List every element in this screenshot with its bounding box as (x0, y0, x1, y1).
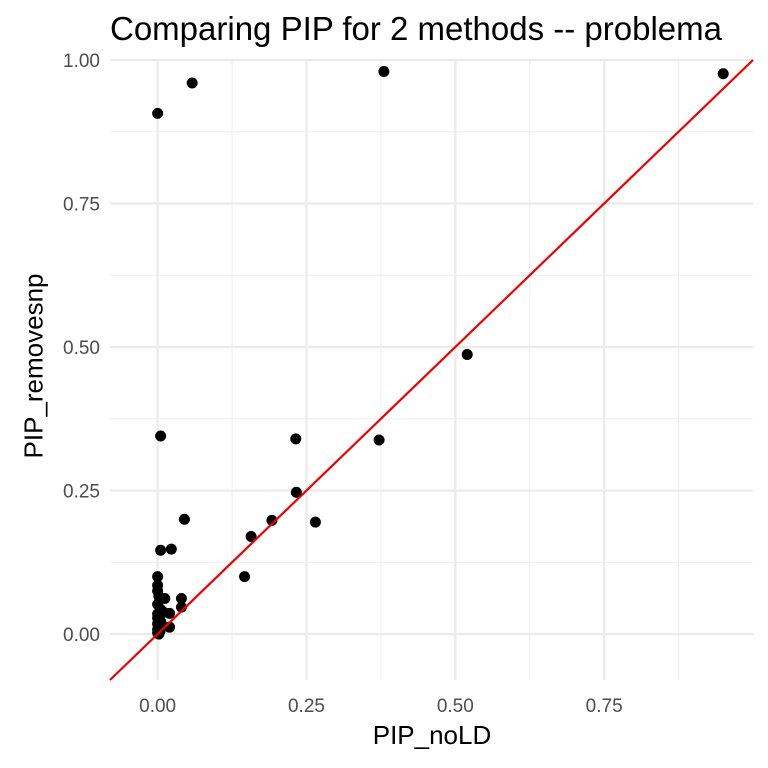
x-tick-labels: 0.00 0.25 0.50 0.75 (139, 696, 623, 717)
x-tick-label: 0.50 (437, 696, 474, 717)
data-point (239, 571, 251, 583)
data-point (152, 107, 164, 119)
y-tick-label: 0.25 (63, 482, 100, 503)
data-point (165, 543, 177, 555)
y-tick-label: 0.50 (63, 338, 100, 359)
y-tick-labels: 0.00 0.25 0.50 0.75 1.00 (63, 51, 100, 646)
data-points (152, 65, 729, 640)
reference-line-group (109, 59, 754, 681)
chart-title: Comparing PIP for 2 methods -- problema (110, 10, 722, 47)
x-axis-label: PIP_noLD (372, 720, 492, 750)
data-point (717, 68, 729, 80)
data-point (309, 516, 321, 528)
data-point (290, 486, 302, 498)
data-point (155, 544, 167, 556)
y-tick-label: 0.00 (63, 625, 100, 646)
data-point (155, 430, 167, 442)
data-point (378, 65, 390, 77)
grid-minor (110, 60, 753, 680)
data-point (290, 433, 302, 445)
data-point (164, 607, 176, 619)
reference-line (109, 59, 754, 681)
data-point (461, 349, 473, 360)
data-point (245, 530, 257, 542)
x-tick-label: 0.00 (139, 696, 176, 717)
data-point (175, 592, 187, 604)
y-tick-label: 0.75 (63, 195, 100, 216)
data-point (266, 514, 278, 526)
data-point (152, 571, 164, 583)
data-point (186, 77, 198, 89)
y-tick-label: 1.00 (63, 51, 100, 72)
data-point (178, 513, 190, 525)
x-tick-label: 0.25 (288, 696, 325, 717)
x-tick-label: 0.75 (586, 696, 623, 717)
data-point (373, 434, 385, 446)
